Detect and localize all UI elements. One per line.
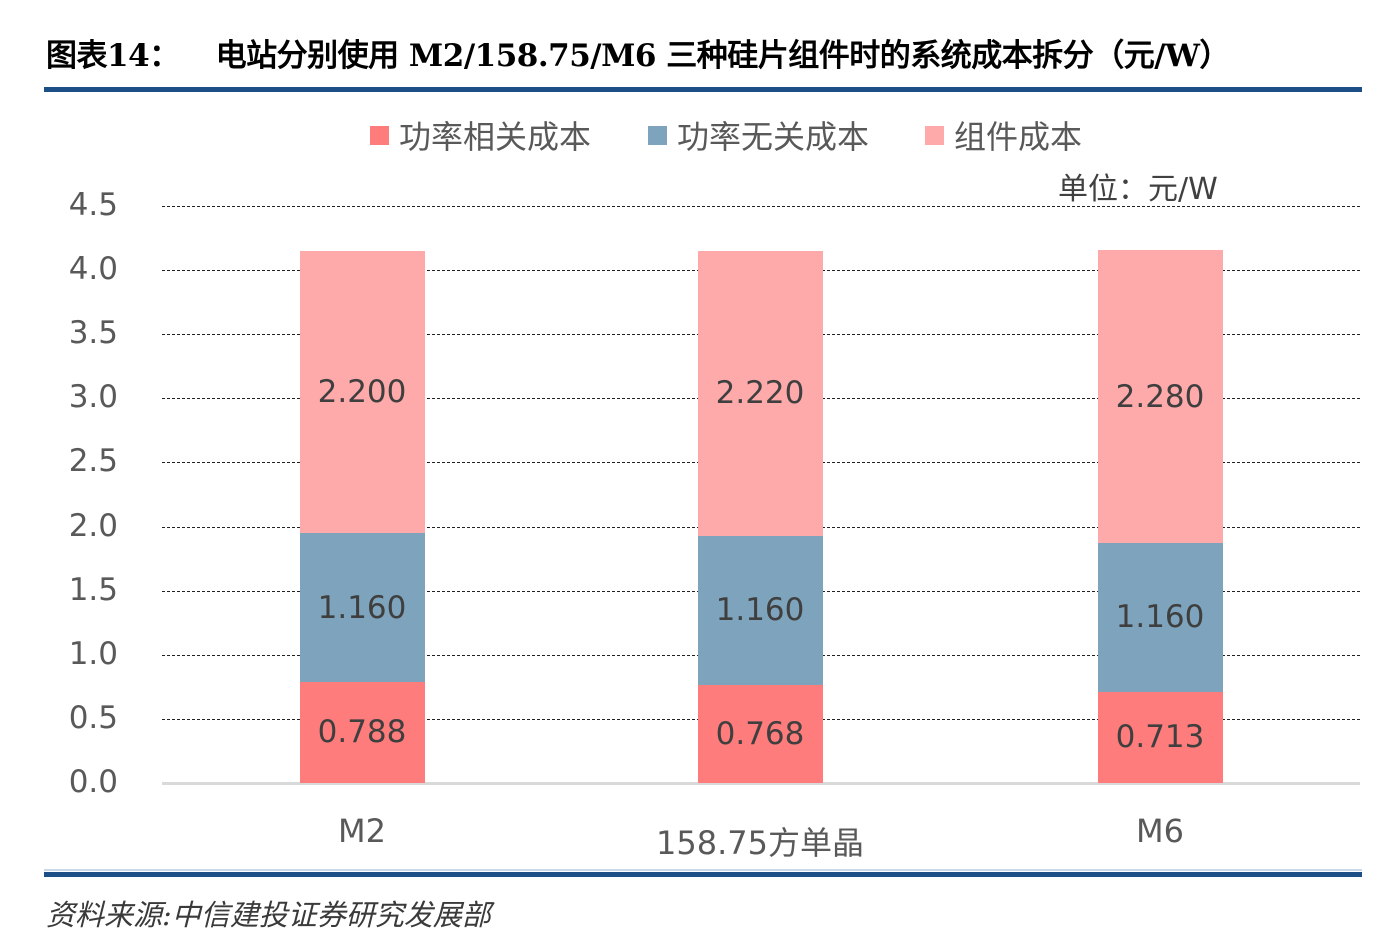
y-tick-label: 0.5	[68, 699, 118, 736]
bar-segment: 1.160	[1097, 542, 1223, 692]
bar-segment: 2.280	[1097, 250, 1223, 543]
bar-segment: 2.220	[697, 251, 823, 536]
source-note: 资料来源:中信建投证券研究发展部	[46, 898, 491, 932]
legend-item-power-unrelated: 功率无关成本	[648, 112, 869, 158]
plot-area: 0.788 1.160 2.200 0.768 1.160 2.220 0.713 1.160…	[162, 206, 1360, 785]
y-tick-label: 3.0	[68, 379, 118, 416]
y-tick-label: 3.5	[68, 315, 118, 352]
gridline	[162, 206, 1360, 207]
data-label: 1.160	[317, 589, 407, 626]
legend-swatch-power-related	[370, 125, 389, 145]
title-divider	[44, 87, 1362, 92]
stacked-bar: 0.713 1.160 2.280	[1097, 206, 1223, 783]
y-tick-label: 4.5	[68, 187, 118, 223]
data-label: 0.788	[317, 714, 407, 751]
data-label: 2.200	[317, 374, 407, 411]
bar-segment: 1.160	[697, 535, 823, 685]
y-tick-label: 2.0	[68, 507, 118, 544]
unit-label: 单位：元/W	[1058, 172, 1218, 207]
figure-number: 图表14：	[46, 38, 180, 74]
bar-segment: 0.788	[299, 681, 425, 783]
y-tick-label: 1.0	[68, 635, 118, 672]
figure-title: 电站分别使用 M2/158.75/M6 三种硅片组件时的系统成本拆分（元/W）	[215, 38, 1231, 74]
y-tick-label: 1.5	[68, 571, 118, 608]
legend-item-module-cost: 组件成本	[925, 112, 1082, 158]
chart-title: 图表14： 电站分别使用 M2/158.75/M6 三种硅片组件时的系统成本拆分（…	[46, 30, 1366, 80]
data-label: 2.280	[1115, 378, 1205, 415]
x-tick-label: M6	[1136, 812, 1184, 850]
legend-swatch-module-cost	[925, 125, 944, 145]
data-label: 2.220	[715, 375, 805, 412]
data-label: 0.768	[715, 715, 805, 752]
stacked-bar: 0.788 1.160 2.200	[299, 206, 425, 783]
chart-legend: 功率相关成本 功率无关成本 组件成本	[0, 112, 1398, 156]
data-label: 1.160	[715, 592, 805, 629]
stacked-bar: 0.768 1.160 2.220	[697, 206, 823, 783]
x-axis-line	[162, 782, 1360, 785]
x-tick-label: M2	[338, 812, 386, 850]
y-tick-label: 4.0	[68, 251, 118, 288]
legend-item-power-related: 功率相关成本	[370, 112, 591, 158]
footer-divider	[44, 869, 1362, 877]
legend-label: 功率无关成本	[677, 118, 870, 156]
bar-segment: 2.200	[299, 251, 425, 534]
y-tick-label: 2.5	[68, 443, 118, 480]
bar-segment: 0.713	[1097, 691, 1223, 783]
data-label: 0.713	[1115, 719, 1205, 756]
legend-label: 组件成本	[954, 118, 1083, 156]
legend-swatch-power-unrelated	[648, 125, 667, 145]
bar-segment: 0.768	[697, 684, 823, 783]
data-label: 1.160	[1115, 599, 1205, 636]
legend-label: 功率相关成本	[399, 118, 592, 156]
y-tick-label: 0.0	[68, 764, 118, 800]
x-tick-label: 158.75方单晶	[656, 824, 864, 862]
bar-segment: 1.160	[299, 533, 425, 682]
